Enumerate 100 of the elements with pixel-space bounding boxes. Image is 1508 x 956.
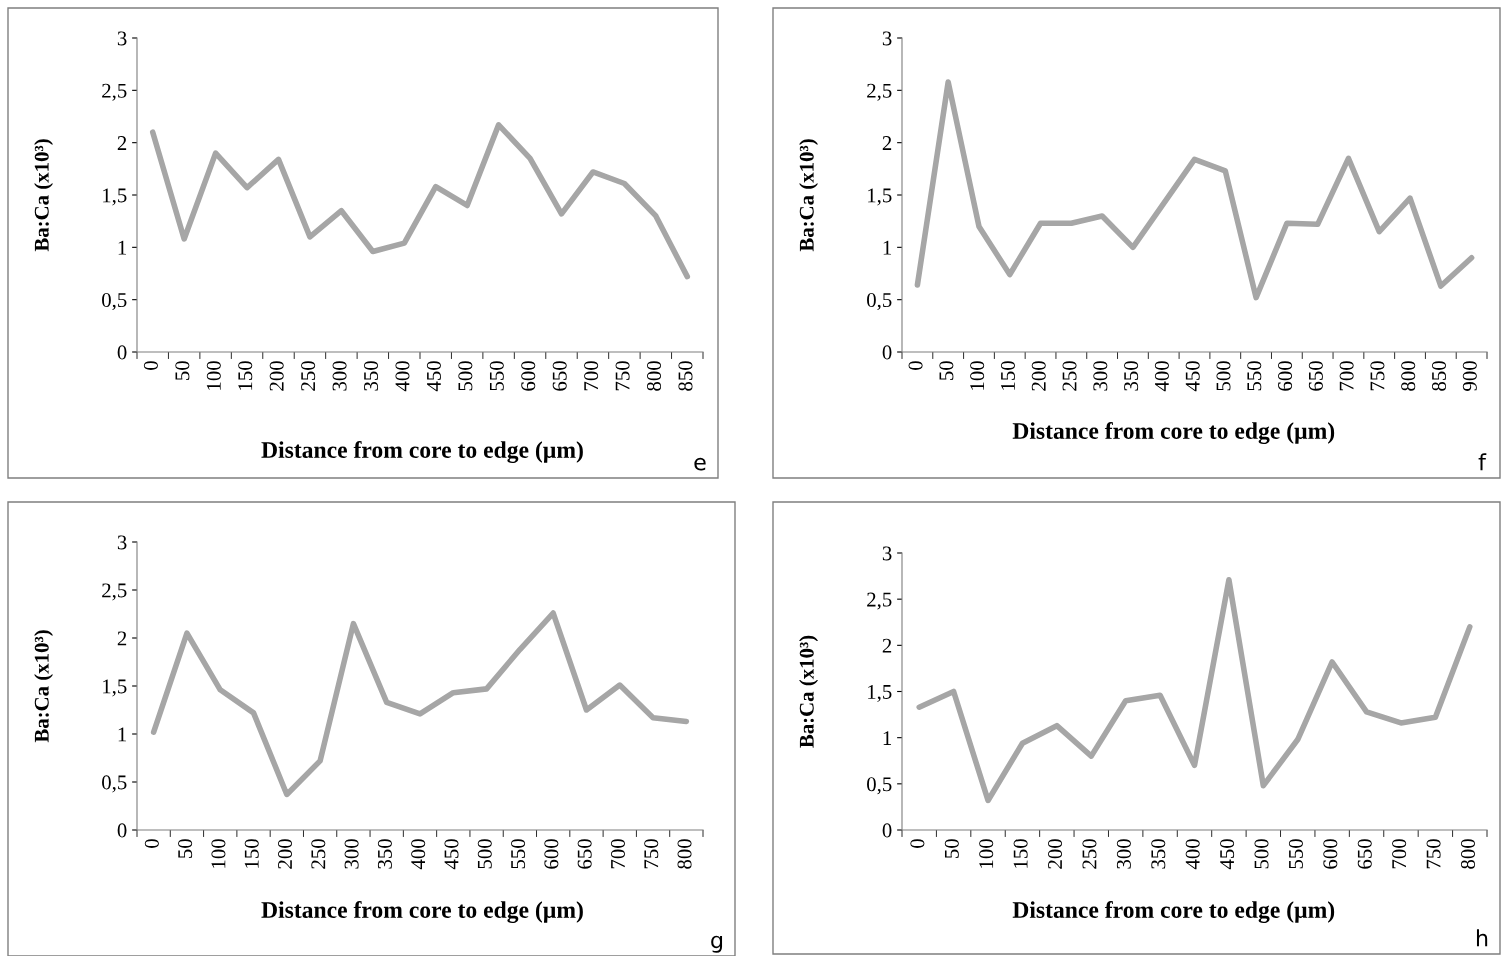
x-tick-label: 700 bbox=[1392, 839, 1407, 869]
x-tick-label: 350 bbox=[363, 361, 379, 391]
x-tick-label: 50 bbox=[939, 361, 954, 380]
y-tick-label: 1,5 bbox=[868, 188, 892, 206]
x-tick-label: 550 bbox=[489, 361, 504, 391]
x-tick-label: 500 bbox=[1216, 361, 1231, 391]
x-tick-label: 500 bbox=[1254, 839, 1269, 869]
x-tick-label: 750 bbox=[644, 839, 659, 869]
x-axis-title: Distance from core to edge (µm) bbox=[1012, 901, 1335, 923]
y-tick-label: 2,5 bbox=[102, 583, 127, 601]
y-tick-label: 1 bbox=[883, 731, 892, 745]
x-tick-label: 250 bbox=[1062, 361, 1077, 391]
x-tick-label: 650 bbox=[1308, 361, 1323, 391]
x-tick-label: 400 bbox=[1185, 839, 1200, 870]
x-tick-label: 50 bbox=[178, 839, 193, 858]
x-tick-label: 800 bbox=[646, 361, 662, 391]
x-tick-label: 400 bbox=[1154, 361, 1169, 392]
y-axis-title: Ba:Ca (x10³) bbox=[34, 630, 53, 743]
y-tick-label: 3 bbox=[117, 31, 127, 46]
x-tick-label: 0 bbox=[143, 361, 158, 370]
x-tick-label: 800 bbox=[677, 839, 692, 869]
y-tick-label: 0,5 bbox=[102, 775, 127, 793]
y-tick-label: 0 bbox=[117, 823, 127, 838]
x-tick-label: 600 bbox=[1323, 839, 1338, 869]
y-axis-title: Ba:Ca (x10³) bbox=[34, 139, 53, 252]
x-axis-title: Distance from core to edge (µm) bbox=[261, 441, 583, 463]
x-tick-label: 300 bbox=[1093, 361, 1108, 391]
x-tick-label: 150 bbox=[244, 839, 259, 868]
y-tick-label: 3 bbox=[882, 31, 892, 46]
y-tick-label: 2,5 bbox=[867, 83, 892, 101]
x-tick-label: 0 bbox=[144, 839, 159, 848]
x-tick-label: 700 bbox=[610, 839, 625, 869]
y-tick-label: 0 bbox=[882, 823, 892, 838]
y-tick-label: 2 bbox=[117, 631, 127, 646]
x-tick-label: 500 bbox=[458, 361, 473, 391]
y-tick-label: 0,5 bbox=[867, 777, 892, 795]
x-tick-label: 400 bbox=[411, 839, 426, 870]
x-tick-label: 300 bbox=[332, 361, 347, 391]
y-tick-label: 0 bbox=[117, 345, 127, 360]
x-tick-label: 50 bbox=[175, 361, 190, 380]
x-tick-label: 750 bbox=[615, 361, 630, 391]
x-tick-label: 550 bbox=[1247, 361, 1262, 391]
text: h bbox=[1476, 929, 1488, 947]
x-tick-label: 350 bbox=[377, 839, 392, 869]
x-tick-label: 450 bbox=[1185, 361, 1200, 392]
x-tick-label: 350 bbox=[1124, 361, 1139, 391]
x-tick-label: 450 bbox=[1220, 839, 1235, 870]
x-axis-title: Distance from core to edge (µm) bbox=[1012, 422, 1335, 444]
y-tick-label: 1,5 bbox=[103, 188, 127, 206]
x-tick-label: 450 bbox=[426, 361, 441, 392]
x-tick-label: 700 bbox=[1339, 361, 1354, 391]
y-tick-label: 2 bbox=[882, 638, 892, 653]
y-tick-label: 1 bbox=[118, 240, 127, 255]
y-tick-label: 1 bbox=[883, 240, 892, 255]
x-tick-label: 200 bbox=[1048, 839, 1063, 869]
x-tick-label: 250 bbox=[301, 361, 316, 391]
x-tick-label: 0 bbox=[910, 839, 925, 848]
y-tick-label: 2,5 bbox=[867, 592, 892, 610]
text: g bbox=[711, 935, 723, 953]
x-tick-label: 600 bbox=[1278, 361, 1293, 391]
x-tick-label: 200 bbox=[1031, 361, 1046, 391]
x-tick-label: 300 bbox=[344, 839, 359, 869]
x-tick-label: 600 bbox=[544, 839, 559, 869]
x-tick-label: 900 bbox=[1462, 361, 1477, 391]
x-tick-label: 850 bbox=[678, 361, 693, 391]
y-tick-label: 2 bbox=[117, 136, 127, 150]
x-tick-label: 100 bbox=[979, 839, 994, 868]
x-tick-label: 50 bbox=[944, 839, 959, 858]
y-tick-label: 0,5 bbox=[867, 293, 892, 311]
y-tick-label: 2,5 bbox=[102, 83, 127, 101]
x-tick-label: 250 bbox=[1082, 839, 1097, 869]
x-tick-label: 650 bbox=[1357, 839, 1372, 869]
y-tick-label: 1,5 bbox=[103, 679, 127, 697]
x-tick-label: 400 bbox=[395, 361, 410, 392]
x-tick-label: 650 bbox=[577, 839, 592, 869]
x-tick-label: 850 bbox=[1431, 361, 1447, 391]
x-tick-label: 150 bbox=[238, 361, 253, 390]
x-tick-label: 100 bbox=[211, 839, 226, 868]
text: e bbox=[694, 457, 706, 471]
y-tick-label: 3 bbox=[117, 535, 127, 550]
y-tick-label: 2 bbox=[882, 136, 892, 150]
x-tick-label: 650 bbox=[552, 361, 567, 391]
x-tick-label: 800 bbox=[1460, 839, 1476, 869]
text: f bbox=[1478, 453, 1487, 471]
x-tick-label: 500 bbox=[477, 839, 492, 869]
x-tick-label: 800 bbox=[1401, 361, 1416, 391]
x-tick-label: 550 bbox=[1288, 839, 1303, 869]
x-tick-label: 300 bbox=[1116, 839, 1131, 869]
x-tick-label: 750 bbox=[1370, 361, 1385, 391]
x-tick-label: 0 bbox=[908, 361, 923, 370]
y-tick-label: 3 bbox=[882, 546, 892, 561]
y-tick-label: 1,5 bbox=[868, 684, 892, 702]
x-tick-label: 200 bbox=[269, 361, 284, 391]
x-tick-label: 200 bbox=[277, 839, 293, 869]
x-tick-label: 150 bbox=[1013, 839, 1028, 868]
x-tick-label: 250 bbox=[311, 839, 326, 869]
x-tick-label: 750 bbox=[1426, 839, 1441, 869]
x-axis-title: Distance from core to edge (µm) bbox=[261, 901, 583, 923]
x-tick-label: 100 bbox=[970, 361, 985, 390]
y-axis-title: Ba:Ca (x10³) bbox=[799, 139, 818, 252]
